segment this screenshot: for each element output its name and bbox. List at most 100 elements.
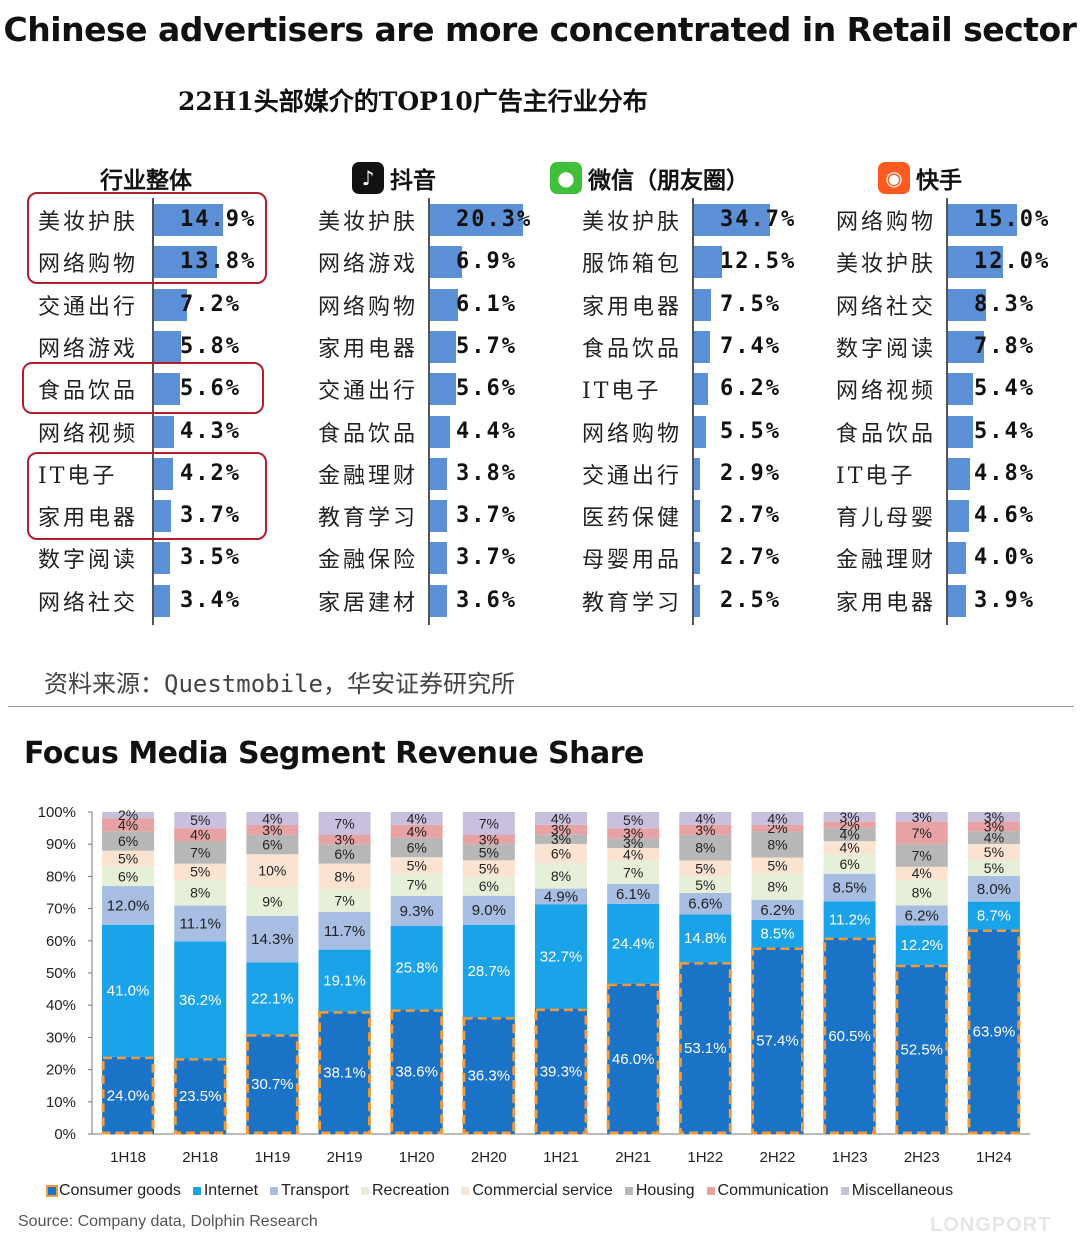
share-value: 3.9% <box>974 587 1035 613</box>
x-tick-label: 1H18 <box>110 1149 146 1166</box>
x-tick-label: 1H20 <box>399 1149 435 1166</box>
bar-segment-communication <box>318 834 371 845</box>
data-label: 3% <box>984 809 1004 825</box>
share-value: 14.9% <box>180 207 257 232</box>
data-label: 7% <box>912 825 932 841</box>
legend-item: Communication <box>706 1182 829 1200</box>
data-label: 6% <box>262 836 282 852</box>
data-label: 4% <box>551 810 571 826</box>
share-bar <box>694 373 708 406</box>
data-label: 60.5% <box>828 1028 871 1045</box>
data-label: 5% <box>190 864 210 880</box>
data-label: 6% <box>118 833 138 849</box>
data-label: 7% <box>912 848 932 864</box>
legend-label: Housing <box>635 1182 695 1199</box>
x-tick-label: 1H19 <box>254 1149 290 1166</box>
bar-segment-transport <box>318 911 371 950</box>
x-tick-label: 2H19 <box>327 1149 363 1166</box>
bar-segment-housing <box>607 838 660 848</box>
bar-segment-transport <box>462 895 515 925</box>
data-label: 5% <box>623 812 643 828</box>
bar-segment-recreation <box>246 886 299 916</box>
industry-label: 网络购物 <box>582 421 683 447</box>
bar-segment-housing <box>390 837 443 858</box>
bar-segment-consumer-goods <box>318 1011 371 1134</box>
data-label: 46.0% <box>612 1051 655 1068</box>
bar-segment-recreation <box>823 854 876 874</box>
y-tick-label: 20% <box>46 1062 76 1079</box>
platform-name: 抖音 <box>390 167 436 194</box>
data-label: 6% <box>839 856 859 872</box>
bar-segment-transport <box>895 905 948 926</box>
bar-segment-housing <box>679 834 732 861</box>
share-bar <box>694 457 701 490</box>
bar-segment-recreation <box>535 863 587 889</box>
bar-segment-transport <box>535 888 587 905</box>
share-bar <box>694 246 722 279</box>
legend-item: Housing <box>624 1182 695 1200</box>
bar-segment-miscellaneous <box>607 812 660 829</box>
data-label: 5% <box>695 861 715 877</box>
bar-segment-consumer-goods <box>174 1058 227 1134</box>
industry-label: 美妆护肤 <box>38 210 139 235</box>
industry-label: 家用电器 <box>836 590 937 616</box>
industry-label: 网络购物 <box>38 252 139 278</box>
industry-label: 服饰箱包 <box>582 252 683 278</box>
data-label: 8% <box>551 868 571 884</box>
consumer-goods-outline <box>750 946 804 1135</box>
share-bar <box>430 330 457 363</box>
bar-segment-housing <box>895 844 948 867</box>
bar-segment-communication <box>895 821 948 845</box>
bar-segment-transport <box>174 905 227 942</box>
chart-source: Source: Company data, Dolphin Research <box>18 1213 318 1230</box>
bar-segment-housing <box>462 844 515 861</box>
bar-segment-commercial-service <box>535 843 587 864</box>
bar-segment-consumer-goods <box>102 1056 155 1134</box>
share-bar <box>948 373 973 406</box>
y-tick-label: 40% <box>46 997 76 1014</box>
bar-segment-internet <box>967 901 1020 930</box>
data-label: 5% <box>479 844 499 860</box>
bar-segment-commercial-service <box>967 844 1020 861</box>
platform-name: 行业整体 <box>100 167 192 194</box>
industry-label: 食品饮品 <box>38 379 139 405</box>
bar-segment-consumer-goods <box>246 1034 299 1134</box>
bar-segment-miscellaneous <box>102 812 155 819</box>
tiktok-icon: ♪ <box>352 162 384 194</box>
bar-segment-transport <box>823 873 876 902</box>
share-bar <box>154 457 174 490</box>
consumer-goods-outline <box>101 1056 155 1135</box>
share-bar <box>430 373 456 406</box>
bar-segment-consumer-goods <box>679 962 732 1134</box>
data-label: 11.2% <box>829 911 870 928</box>
share-value: 3.7% <box>180 503 241 529</box>
data-label: 38.6% <box>395 1064 438 1081</box>
panel-divider <box>8 706 1074 707</box>
share-bar <box>430 500 448 533</box>
bar-segment-consumer-goods <box>607 983 660 1134</box>
x-tick-label: 1H22 <box>687 1149 723 1166</box>
bar-segment-communication <box>535 824 587 835</box>
share-bar <box>154 542 171 575</box>
share-value: 2.7% <box>720 545 781 571</box>
data-label: 63.9% <box>973 1024 1016 1041</box>
bar-segment-miscellaneous <box>679 812 732 825</box>
share-value: 4.3% <box>180 418 241 444</box>
column-axis <box>428 198 430 625</box>
share-value: 7.5% <box>720 291 781 317</box>
share-value: 4.2% <box>180 460 241 486</box>
bar-segment-communication <box>102 818 155 832</box>
bar-segment-recreation <box>174 879 227 906</box>
data-label: 28.7% <box>468 963 511 980</box>
bar-segment-internet <box>751 919 804 948</box>
data-label: 6% <box>479 878 499 894</box>
share-value: 5.6% <box>180 376 241 402</box>
share-bar <box>154 330 181 363</box>
legend-label: Consumer goods <box>59 1182 181 1199</box>
bar-segment-consumer-goods <box>823 937 876 1134</box>
x-tick-label: 2H22 <box>760 1149 796 1166</box>
bar-segment-miscellaneous <box>246 812 299 825</box>
data-label: 3% <box>551 831 571 847</box>
share-bar <box>694 584 700 617</box>
data-label: 8% <box>767 879 787 895</box>
